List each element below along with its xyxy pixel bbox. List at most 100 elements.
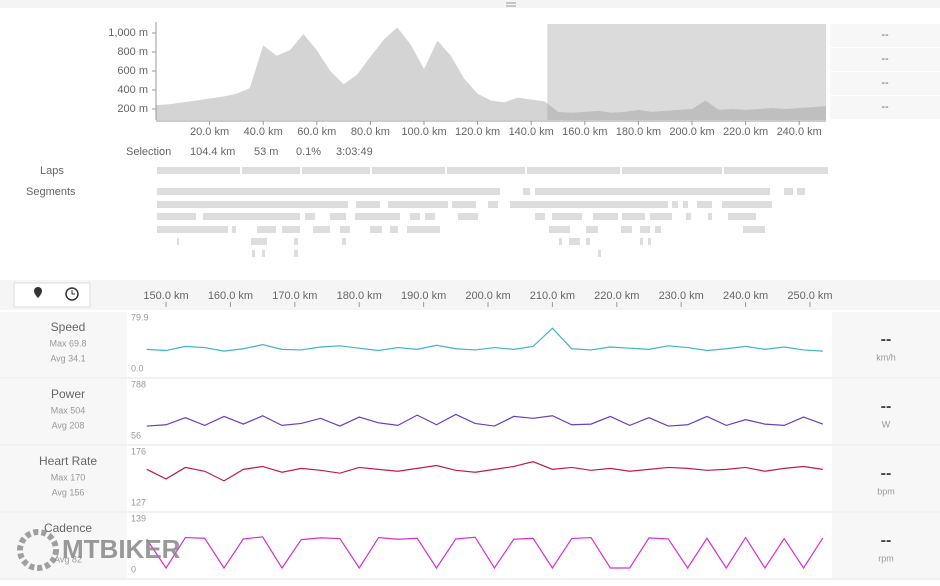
- segment-bar[interactable]: [586, 226, 598, 233]
- segment-bar[interactable]: [708, 213, 712, 220]
- stream-line: [146, 327, 823, 352]
- x-tick-label: 150.0 km: [143, 290, 188, 302]
- segment-bar[interactable]: [232, 226, 236, 233]
- segment-bar[interactable]: [650, 213, 672, 220]
- lap-bar[interactable]: [157, 167, 240, 174]
- stream-name: Cadence: [44, 521, 92, 535]
- segment-bar[interactable]: [535, 213, 545, 220]
- segment-bar[interactable]: [294, 250, 298, 257]
- row-value-bg: [832, 379, 940, 444]
- segment-bar[interactable]: [569, 238, 580, 245]
- segment-bar[interactable]: [177, 238, 179, 245]
- segment-bar[interactable]: [621, 226, 632, 233]
- segment-bar[interactable]: [622, 213, 645, 220]
- segment-bar[interactable]: [305, 213, 315, 220]
- segment-bar[interactable]: [157, 188, 500, 195]
- segment-bar[interactable]: [722, 201, 772, 208]
- segment-bar[interactable]: [313, 226, 330, 233]
- segment-bar[interactable]: [598, 250, 601, 257]
- segment-bar[interactable]: [407, 226, 440, 233]
- segment-bar[interactable]: [157, 213, 196, 220]
- segment-bar[interactable]: [262, 250, 265, 257]
- selection-distance: 104.4 km: [190, 146, 235, 158]
- x-tick-label: 120.0 km: [455, 126, 500, 138]
- segment-bar[interactable]: [797, 188, 805, 195]
- segment-bar[interactable]: [340, 226, 350, 233]
- segment-bar[interactable]: [157, 226, 228, 233]
- segment-bar[interactable]: [257, 226, 276, 233]
- side-cell: [830, 24, 940, 47]
- selection-shade[interactable]: [547, 24, 826, 120]
- y-tick-label: 56: [131, 430, 141, 440]
- x-tick-label: 40.0 km: [244, 126, 283, 138]
- segment-bar[interactable]: [552, 213, 582, 220]
- lap-bar[interactable]: [447, 167, 525, 174]
- segment-bar[interactable]: [683, 201, 688, 208]
- segment-bar[interactable]: [458, 213, 478, 220]
- segment-bar[interactable]: [157, 201, 348, 208]
- segment-bar[interactable]: [203, 213, 300, 220]
- segment-bar[interactable]: [510, 201, 668, 208]
- lap-bar[interactable]: [242, 167, 300, 174]
- lap-bar[interactable]: [622, 167, 722, 174]
- segment-bar[interactable]: [523, 188, 530, 195]
- x-tick-label: 20.0 km: [190, 126, 229, 138]
- segment-bar[interactable]: [294, 238, 298, 245]
- drag-bar[interactable]: [0, 0, 940, 8]
- segment-bar[interactable]: [672, 201, 678, 208]
- segment-bar[interactable]: [697, 201, 712, 208]
- segment-bar[interactable]: [743, 226, 765, 233]
- x-tick-label: 180.0 km: [616, 126, 661, 138]
- unit: bpm: [877, 486, 895, 496]
- selection-elevation: 53 m: [254, 146, 278, 158]
- y-tick-label: 1,000 m: [108, 27, 148, 39]
- row-label-bg: [0, 379, 127, 444]
- segment-bar[interactable]: [355, 213, 400, 220]
- segment-bar[interactable]: [535, 188, 770, 195]
- segment-bar[interactable]: [586, 238, 590, 245]
- x-tick-label: 240.0 km: [777, 126, 822, 138]
- segment-bar[interactable]: [728, 213, 756, 220]
- segment-bar[interactable]: [410, 213, 420, 220]
- segment-bar[interactable]: [784, 188, 793, 195]
- segment-bar[interactable]: [370, 226, 382, 233]
- y-tick-label: 127: [131, 497, 146, 507]
- lap-bar[interactable]: [372, 167, 445, 174]
- segment-bar[interactable]: [549, 226, 570, 233]
- x-tick-label: 200.0 km: [669, 126, 714, 138]
- map-tab[interactable]: [34, 287, 42, 298]
- segment-bar[interactable]: [252, 250, 255, 257]
- segment-bar[interactable]: [655, 226, 661, 233]
- current-value: --: [881, 465, 892, 482]
- segment-bar[interactable]: [559, 238, 562, 245]
- lap-bar[interactable]: [302, 167, 370, 174]
- segment-bar[interactable]: [356, 201, 380, 208]
- segment-bar[interactable]: [640, 238, 643, 245]
- segment-bar[interactable]: [686, 213, 691, 220]
- segment-bar[interactable]: [390, 226, 398, 233]
- segment-bar[interactable]: [593, 213, 618, 220]
- time-tab[interactable]: [65, 287, 79, 301]
- clock-hand: [71, 290, 75, 295]
- lap-bar[interactable]: [527, 167, 620, 174]
- segment-bar[interactable]: [330, 213, 346, 220]
- stream-avg: Avg 34.1: [50, 353, 85, 363]
- x-tick-label: 250.0 km: [787, 290, 832, 302]
- segment-bar[interactable]: [251, 238, 267, 245]
- segment-bar[interactable]: [488, 201, 498, 208]
- y-tick-label: 176: [131, 446, 146, 456]
- lap-bar[interactable]: [724, 167, 828, 174]
- segment-bar[interactable]: [648, 238, 651, 245]
- segment-bar[interactable]: [452, 201, 476, 208]
- y-tick-label: 788: [131, 379, 146, 389]
- segment-bar[interactable]: [388, 201, 448, 208]
- segment-bar[interactable]: [640, 226, 650, 233]
- unit: rpm: [878, 553, 894, 563]
- x-tick-label: 60.0 km: [297, 126, 336, 138]
- side-cell: [830, 48, 940, 71]
- segment-bar[interactable]: [425, 213, 435, 220]
- segment-bar[interactable]: [282, 226, 300, 233]
- segment-bar[interactable]: [342, 238, 346, 245]
- row-value-bg: [832, 513, 940, 578]
